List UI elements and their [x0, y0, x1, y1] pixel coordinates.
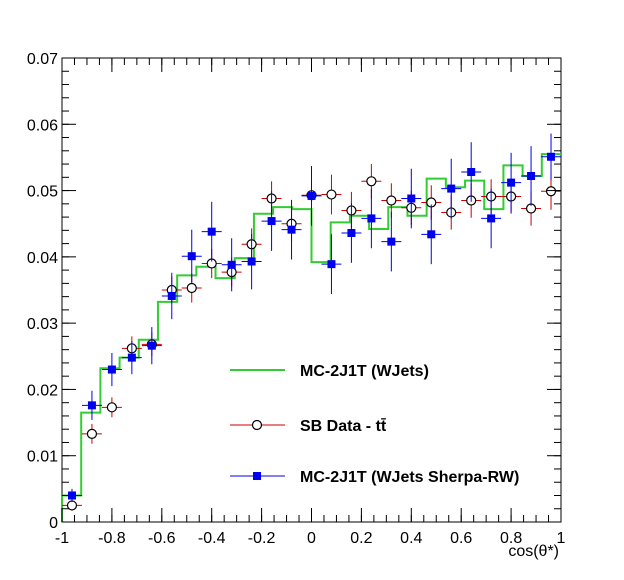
x-tick-label: -0.8 — [98, 530, 126, 547]
marker-filled-square — [267, 217, 276, 226]
marker-filled-square — [227, 260, 236, 269]
marker-filled-square — [307, 191, 316, 200]
marker-filled-square — [547, 152, 556, 161]
data-point-sherpa — [421, 204, 442, 265]
data-point-sherpa — [361, 188, 382, 249]
x-tick-label: -1 — [55, 530, 69, 547]
marker-filled-square — [507, 178, 516, 187]
marker-filled-square — [87, 401, 96, 410]
marker-filled-square — [427, 230, 436, 239]
data-point-sherpa — [341, 203, 362, 263]
x-tick-label: -0.4 — [198, 530, 226, 547]
data-point-sherpa — [301, 166, 322, 226]
marker-filled-square — [387, 237, 396, 246]
x-tick-label: -0.6 — [148, 530, 176, 547]
data-point-sb — [101, 397, 122, 418]
y-tick-label: 0.04 — [27, 250, 58, 267]
marker-filled-square — [407, 194, 416, 203]
marker-filled-square — [327, 260, 336, 269]
x-tick-label: 0.4 — [400, 530, 422, 547]
marker-filled-square — [367, 214, 376, 223]
data-point-sherpa — [281, 199, 302, 260]
marker-open-circle — [86, 428, 98, 439]
x-tick-label: 0.6 — [450, 530, 472, 547]
legend-entry: MC-2J1T (WJets) — [230, 363, 429, 380]
data-point-sherpa — [541, 133, 561, 180]
legend-label: MC-2J1T (WJets) — [300, 363, 429, 380]
x-tick-label: 0.2 — [350, 530, 372, 547]
legend-marker-square — [253, 472, 261, 480]
data-point-sherpa — [261, 191, 282, 251]
x-tick-label: 0 — [307, 530, 316, 547]
x-tick-label: -0.2 — [248, 530, 276, 547]
marker-filled-square — [347, 228, 356, 237]
data-point-sherpa — [161, 272, 182, 320]
marker-filled-square — [247, 257, 256, 266]
legend-entry: SB Data - tt̄ — [230, 417, 387, 435]
legend-entry: MC-2J1T (WJets Sherpa-RW) — [230, 469, 519, 486]
y-tick-label: 0.01 — [27, 449, 58, 466]
marker-filled-square — [487, 214, 496, 223]
marker-filled-square — [447, 184, 456, 193]
data-point-sherpa — [321, 234, 342, 294]
labels-layer: -1 -0.8 -0.6 -0.4 -0.2 0 0.2 0.4 0.6 0.8 1 0 0.01 0.0… — [27, 51, 566, 547]
data-point-sb — [81, 423, 102, 444]
y-tick-label: 0.02 — [27, 382, 58, 399]
data-point-sherpa — [81, 390, 102, 420]
y-tick-label: 0.05 — [27, 184, 58, 201]
marker-open-circle — [545, 186, 557, 197]
marker-filled-square — [107, 365, 116, 374]
marker-filled-square — [187, 252, 196, 261]
data-point-sb — [201, 248, 222, 279]
marker-open-circle — [386, 195, 397, 206]
data-point-sherpa — [241, 233, 262, 290]
legend-label: SB Data - tt̄ — [300, 417, 387, 435]
marker-filled-square — [207, 227, 216, 236]
legend: MC-2J1T (WJets) SB Data - tt̄ MC-2J1T (WJe… — [230, 363, 519, 486]
x-tick-label: 0.8 — [500, 530, 522, 547]
legend-marker-circle — [251, 419, 263, 431]
data-point-sherpa — [121, 341, 142, 375]
marker-filled-square — [527, 171, 536, 180]
data-point-sherpa — [141, 327, 162, 365]
y-tick-label: 0 — [49, 515, 58, 532]
marker-filled-square — [287, 225, 296, 234]
marker-open-circle — [186, 282, 197, 294]
ticks-layer — [61, 57, 562, 523]
legend-label: MC-2J1T (WJets Sherpa-RW) — [300, 469, 519, 486]
marker-filled-square — [67, 491, 76, 500]
data-point-sherpa — [201, 201, 222, 262]
data-point-sherpa — [101, 352, 122, 387]
x-axis-title: cos(θ*) — [508, 543, 559, 560]
marker-open-circle — [326, 189, 337, 200]
data-point-sherpa — [521, 146, 542, 206]
points-layer — [62, 133, 561, 511]
marker-open-circle — [366, 176, 377, 187]
frame — [61, 57, 562, 523]
marker-filled-square — [147, 341, 156, 350]
y-tick-label: 0.03 — [27, 316, 58, 333]
data-point-sherpa — [501, 152, 522, 213]
data-point-sherpa — [181, 229, 202, 283]
data-point-sherpa — [381, 211, 402, 272]
marker-open-circle — [106, 402, 118, 413]
data-point-sb — [321, 174, 342, 215]
x-tick-label: 1 — [557, 530, 566, 547]
y-tick-label: 0.06 — [27, 117, 58, 134]
marker-filled-square — [127, 353, 136, 362]
data-point-sherpa — [461, 142, 482, 202]
y-tick-label: 0.07 — [27, 51, 58, 68]
marker-filled-square — [167, 291, 176, 300]
data-point-sherpa — [221, 238, 242, 292]
data-point-sherpa — [481, 188, 502, 249]
marker-filled-square — [467, 168, 476, 177]
data-point-sherpa — [401, 168, 422, 229]
data-point-sherpa — [441, 158, 462, 219]
